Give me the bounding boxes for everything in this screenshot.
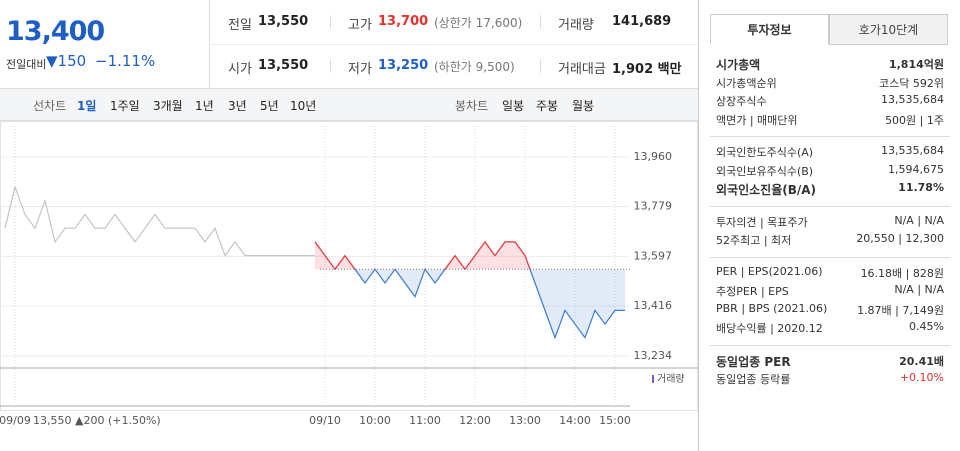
- info-value: 1,594,675: [888, 162, 944, 176]
- info-value: 1.87배 | 7,149원: [857, 303, 944, 317]
- info-label: 상장주식수: [716, 95, 767, 108]
- info-value: N/A | N/A: [894, 213, 944, 227]
- summary-value: 13,250: [378, 58, 429, 73]
- summary-label: 거래대금: [558, 62, 606, 77]
- volume-key: [652, 375, 654, 383]
- info-label: 투자의견 | 목표주가: [716, 215, 808, 229]
- info-value: +0.10%: [899, 371, 944, 384]
- info-label: PER | EPS(2021.06): [716, 264, 823, 278]
- period-tab[interactable]: 3개월: [153, 99, 183, 113]
- row-divider: [210, 44, 698, 45]
- summary-label: 전일: [228, 18, 252, 33]
- change-pct: −1.11%: [95, 52, 156, 70]
- y-tick-label: 13,779: [634, 200, 673, 213]
- tab-group-label: 봉차트: [455, 99, 489, 113]
- candle-tab[interactable]: 월봉: [572, 99, 595, 113]
- x-tick-label: 09/10: [309, 414, 341, 427]
- y-tick-label: 13,416: [634, 299, 673, 312]
- summary-label: 저가: [348, 62, 372, 77]
- plot-frame: [0, 121, 698, 411]
- separator: [540, 59, 541, 73]
- info-tab[interactable]: 투자정보: [710, 14, 829, 45]
- info-value: 20.41배: [899, 354, 944, 368]
- info-value: 500원 | 1주: [885, 113, 944, 127]
- period-tab[interactable]: 3년: [228, 99, 247, 113]
- summary-value: 1,902 백만: [612, 62, 682, 77]
- change: ▼150: [46, 52, 87, 70]
- info-value: 20,550 | 12,300: [856, 232, 944, 245]
- candle-tab[interactable]: 일봉: [502, 99, 525, 113]
- info-label: 액면가 | 매매단위: [716, 113, 798, 127]
- info-value: 11.78%: [898, 181, 944, 194]
- volume-label: 거래량: [657, 373, 685, 385]
- x-tick-label: 10:00: [359, 414, 391, 427]
- summary-note: (하한가 9,500): [434, 60, 515, 74]
- period-tab[interactable]: 5년: [260, 99, 279, 113]
- separator: [540, 15, 541, 29]
- summary-value: 141,689: [612, 14, 672, 29]
- tab-group-label: 선차트: [33, 99, 67, 113]
- info-label: 시가총액: [716, 58, 761, 72]
- info-value: 코스닥 592위: [879, 76, 944, 90]
- price: 13,400: [6, 16, 105, 47]
- summary-label: 고가: [348, 18, 372, 33]
- prev-day-note: 13,550 ▲200 (+1.50%): [33, 414, 161, 427]
- x-tick-label: 15:00: [599, 414, 631, 427]
- info-label: 동일업종 PER: [716, 354, 791, 369]
- info-label: PBR | BPS (2021.06): [716, 301, 828, 315]
- period-tab[interactable]: 1일: [77, 99, 97, 113]
- x-tick-label: 09/09: [0, 414, 31, 427]
- info-label: 외국인한도주식수(A): [716, 146, 814, 159]
- info-value: 1,814억원: [888, 58, 944, 71]
- chart: 13,960 13,779 13,597 13,416 13,234 09/09 09/10…: [0, 121, 698, 427]
- x-tick-label: 13:00: [509, 414, 541, 427]
- summary-note: (상한가 17,600): [434, 16, 523, 30]
- x-tick-label: 14:00: [559, 414, 591, 427]
- x-tick-label: 12:00: [459, 414, 491, 427]
- candle-tab[interactable]: 주봉: [536, 99, 559, 113]
- separator: [330, 15, 331, 29]
- summary-label: 시가: [228, 62, 252, 77]
- period-tab[interactable]: 10년: [290, 99, 317, 113]
- info-label: 외국인보유주식수(B): [716, 164, 814, 178]
- separator: [330, 59, 331, 73]
- info-label: 배당수익률 | 2020.12: [716, 322, 823, 335]
- area: [315, 241, 625, 338]
- period-tab[interactable]: 1주일: [110, 99, 140, 113]
- y-tick-label: 13,597: [634, 249, 673, 262]
- section-divider: [710, 344, 950, 346]
- price-line: [4, 185, 315, 257]
- info-value: 16.18배 | 828원: [860, 266, 944, 280]
- summary-label: 거래량: [558, 18, 594, 33]
- info-value: N/A | N/A: [894, 283, 944, 296]
- info-label: 추정PER | EPS: [716, 285, 789, 298]
- y-tick-label: 13,960: [634, 150, 673, 163]
- change-label: 전일대비: [6, 58, 47, 71]
- period-tab[interactable]: 1년: [195, 99, 214, 113]
- section-divider: [710, 205, 950, 207]
- summary-value: 13,550: [258, 14, 309, 29]
- summary-value: 13,550: [258, 58, 309, 73]
- x-tick-label: 11:00: [409, 414, 441, 427]
- info-label: 동일업종 등락률: [716, 373, 791, 386]
- price-line: [314, 240, 625, 340]
- summary: 전일 13,550 고가 13,700 (상한가 17,600) 거래량 141,689 시가…: [210, 0, 698, 89]
- price-box: 13,400 전일대비 ▼150 −1.11%: [0, 0, 210, 89]
- info-label: 52주최고 | 최저: [716, 234, 792, 247]
- summary-value: 13,700: [378, 14, 429, 29]
- info-tab[interactable]: 호가10단계: [829, 14, 948, 45]
- y-tick-label: 13,234: [634, 349, 673, 362]
- info-value: 13,535,684: [881, 93, 944, 106]
- tab-bar: 선차트 1일 1주일 3개월 1년 3년 5년 10년 봉차트 일봉 주봉 월봉: [0, 89, 698, 121]
- section-divider: [710, 136, 950, 137]
- info-label: 시가총액순위: [716, 76, 777, 90]
- info-value: 0.45%: [909, 320, 944, 333]
- section-divider: [710, 256, 950, 258]
- info-label: 외국인소진율(B/A): [716, 183, 817, 197]
- info-value: 13,535,684: [881, 144, 944, 157]
- chart-panel: 13,400 전일대비 ▼150 −1.11% 전일 13,550 고가 13,700…: [0, 0, 699, 451]
